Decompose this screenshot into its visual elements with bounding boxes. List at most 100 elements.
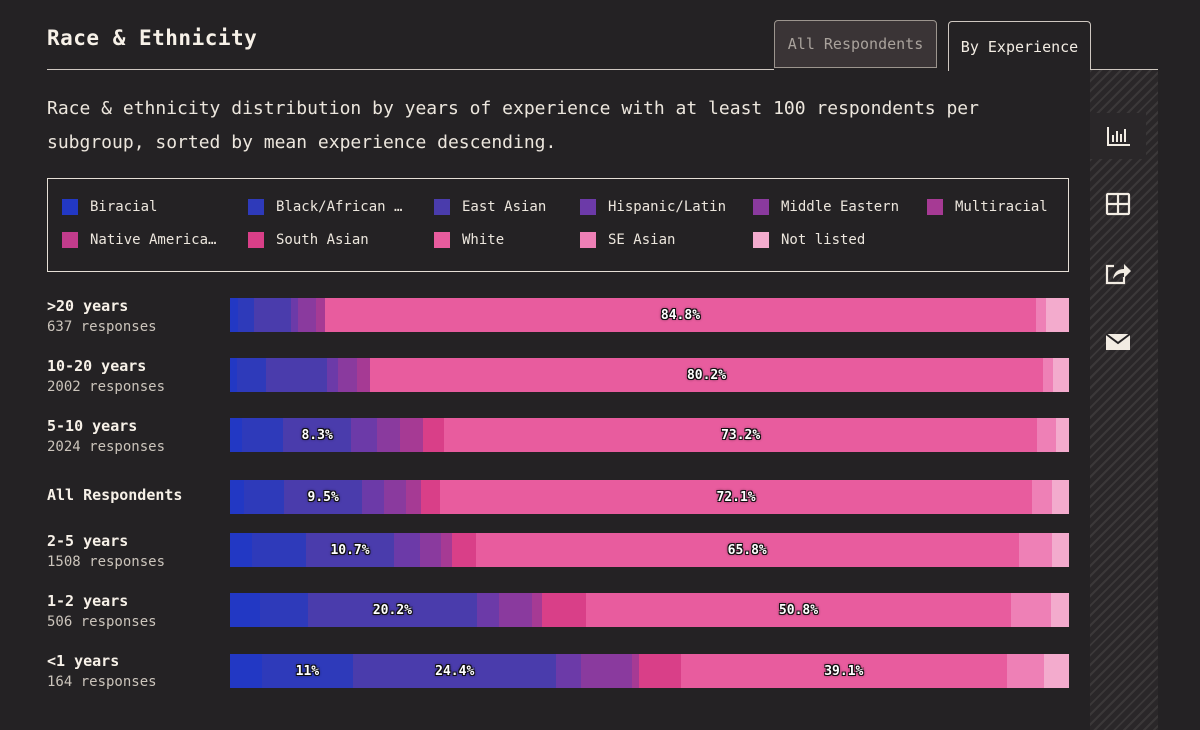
bar-segment[interactable] bbox=[243, 480, 285, 514]
bar-segment[interactable] bbox=[1006, 654, 1044, 688]
bar-segment[interactable] bbox=[362, 480, 384, 514]
bar-segment[interactable]: 11% bbox=[261, 654, 354, 688]
bar-segment[interactable] bbox=[498, 593, 533, 627]
legend-item[interactable]: Middle Eastern bbox=[753, 199, 899, 215]
bar-segment[interactable] bbox=[230, 654, 262, 688]
legend-item[interactable]: East Asian bbox=[434, 199, 546, 215]
bar-segment[interactable]: 65.8% bbox=[475, 533, 1019, 567]
bar-segment[interactable]: 10.7% bbox=[305, 533, 395, 567]
bar-segment[interactable]: 24.4% bbox=[353, 654, 557, 688]
bar-segment[interactable] bbox=[394, 533, 420, 567]
legend-item[interactable]: Native America… bbox=[62, 232, 216, 248]
row-category: 5-10 years bbox=[47, 417, 138, 435]
bar-segment[interactable] bbox=[230, 480, 244, 514]
bar-segment[interactable] bbox=[383, 480, 407, 514]
bar-segment[interactable]: 50.8% bbox=[585, 593, 1012, 627]
bar-segment[interactable] bbox=[631, 654, 640, 688]
stacked-bar[interactable]: 10.7% 65.8% bbox=[230, 533, 1069, 567]
legend-item[interactable]: Black/African … bbox=[248, 199, 402, 215]
row-response-count: 637 responses bbox=[47, 319, 157, 335]
bar-segment[interactable] bbox=[291, 298, 298, 332]
data-label: 8.3% bbox=[301, 427, 333, 443]
bar-segment[interactable] bbox=[238, 298, 255, 332]
bar-segment[interactable] bbox=[1018, 533, 1052, 567]
bar-segment[interactable] bbox=[260, 593, 308, 627]
bar-segment[interactable] bbox=[1032, 480, 1052, 514]
bar-segment[interactable] bbox=[252, 533, 306, 567]
bar-segment[interactable] bbox=[1042, 358, 1054, 392]
stacked-bar[interactable]: 20.2% 50.8% bbox=[230, 593, 1069, 627]
bar-segment[interactable] bbox=[338, 358, 357, 392]
legend-label: Multiracial bbox=[955, 199, 1048, 215]
bar-segment[interactable]: 9.5% bbox=[284, 480, 363, 514]
bar-segment[interactable]: 39.1% bbox=[681, 654, 1007, 688]
bar-segment[interactable] bbox=[419, 533, 442, 567]
legend-item[interactable]: White bbox=[434, 232, 504, 248]
bar-segment[interactable] bbox=[1036, 298, 1047, 332]
bar-segment[interactable] bbox=[400, 418, 423, 452]
bar-segment[interactable] bbox=[236, 358, 267, 392]
legend-swatch bbox=[248, 232, 264, 248]
stacked-bar[interactable]: 9.5% 72.1% bbox=[230, 480, 1069, 514]
bar-segment[interactable] bbox=[1037, 418, 1056, 452]
bar-segment[interactable] bbox=[556, 654, 582, 688]
bar-segment[interactable]: 8.3% bbox=[283, 418, 351, 452]
bar-segment[interactable] bbox=[476, 593, 499, 627]
bar-segment[interactable] bbox=[441, 533, 452, 567]
legend-item[interactable]: Hispanic/Latin bbox=[580, 199, 726, 215]
bar-segment[interactable] bbox=[297, 298, 317, 332]
bar-segment[interactable] bbox=[230, 533, 253, 567]
stacked-bar[interactable]: 84.8% bbox=[230, 298, 1069, 332]
bar-segment[interactable]: 72.1% bbox=[440, 480, 1033, 514]
bar-segment[interactable]: 84.8% bbox=[324, 298, 1037, 332]
bar-segment[interactable] bbox=[581, 654, 632, 688]
bar-segment[interactable] bbox=[1043, 654, 1069, 688]
bar-segment[interactable]: 20.2% bbox=[307, 593, 477, 627]
bar-segment[interactable] bbox=[230, 418, 243, 452]
table-view-button[interactable] bbox=[1090, 181, 1146, 227]
legend-item[interactable]: South Asian bbox=[248, 232, 369, 248]
legend-swatch bbox=[434, 232, 450, 248]
bar-segment[interactable] bbox=[451, 533, 476, 567]
bar-segment[interactable] bbox=[1053, 358, 1069, 392]
legend-item[interactable]: Not listed bbox=[753, 232, 865, 248]
legend-item[interactable]: Biracial bbox=[62, 199, 157, 215]
bar-segment[interactable] bbox=[230, 298, 239, 332]
bar-segment[interactable] bbox=[639, 654, 682, 688]
bar-segment[interactable] bbox=[422, 418, 444, 452]
tab-by-experience[interactable]: By Experience bbox=[948, 21, 1091, 71]
legend-item[interactable]: Multiracial bbox=[927, 199, 1048, 215]
bar-segment[interactable] bbox=[230, 593, 261, 627]
row-label: <1 years 164 responses bbox=[47, 652, 157, 690]
tab-all-respondents[interactable]: All Respondents bbox=[774, 20, 937, 68]
bar-segment[interactable] bbox=[316, 298, 325, 332]
bar-segment[interactable] bbox=[242, 418, 284, 452]
bar-segment[interactable] bbox=[356, 358, 371, 392]
chart-view-button[interactable] bbox=[1090, 113, 1146, 159]
bar-segment[interactable] bbox=[1051, 593, 1069, 627]
bar-segment[interactable] bbox=[350, 418, 377, 452]
email-button[interactable] bbox=[1090, 319, 1146, 365]
bar-segment[interactable]: 80.2% bbox=[370, 358, 1043, 392]
stacked-bar[interactable]: 80.2% bbox=[230, 358, 1069, 392]
bar-segment[interactable] bbox=[532, 593, 543, 627]
bar-segment[interactable] bbox=[1051, 480, 1069, 514]
bar-segment[interactable] bbox=[542, 593, 586, 627]
bar-segment[interactable] bbox=[406, 480, 422, 514]
stacked-bar[interactable]: 8.3% 73.2% bbox=[230, 418, 1069, 452]
bar-segment[interactable] bbox=[266, 358, 328, 392]
bar-segment[interactable] bbox=[376, 418, 401, 452]
legend-item[interactable]: SE Asian bbox=[580, 232, 675, 248]
bar-segment[interactable] bbox=[230, 358, 237, 392]
bar-segment[interactable] bbox=[1055, 418, 1069, 452]
bar-segment[interactable] bbox=[421, 480, 441, 514]
bar-segment[interactable]: 73.2% bbox=[443, 418, 1038, 452]
bar-segment[interactable] bbox=[1051, 533, 1069, 567]
bar-segment[interactable] bbox=[1046, 298, 1069, 332]
share-button[interactable] bbox=[1090, 250, 1146, 296]
stacked-bar[interactable]: 11% 24.4% 39.1% bbox=[230, 654, 1069, 688]
bar-segment[interactable] bbox=[254, 298, 292, 332]
bar-segment[interactable] bbox=[327, 358, 339, 392]
legend-label: East Asian bbox=[462, 199, 547, 215]
bar-segment[interactable] bbox=[1011, 593, 1052, 627]
